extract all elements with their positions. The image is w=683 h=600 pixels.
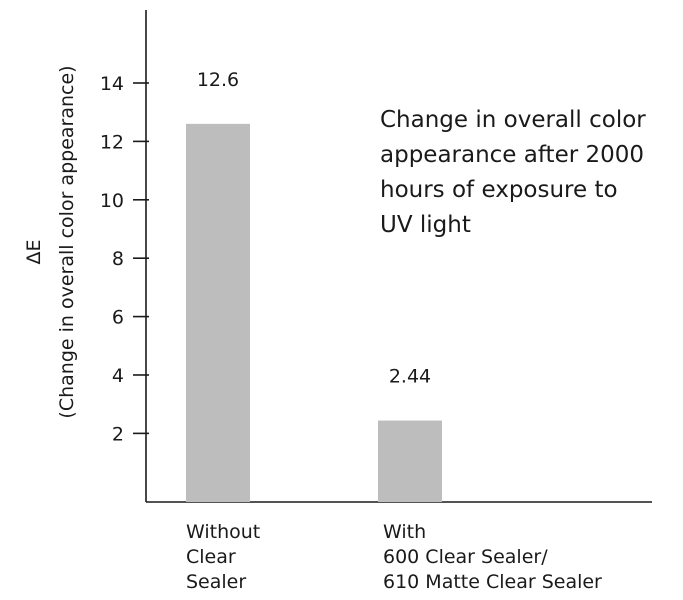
chart-title-line: appearance after 2000 bbox=[380, 142, 644, 168]
category-label-line: Without bbox=[186, 521, 260, 543]
y-tick-label: 6 bbox=[112, 307, 124, 329]
chart-title-line: UV light bbox=[380, 212, 471, 238]
category-label-line: 610 Matte Clear Sealer bbox=[383, 571, 602, 593]
chart-title-line: Change in overall color bbox=[380, 107, 646, 133]
y-tick-label: 12 bbox=[100, 131, 124, 153]
category-label-line: Sealer bbox=[186, 571, 246, 593]
y-tick-label: 10 bbox=[100, 190, 124, 212]
bar-value-label: 12.6 bbox=[197, 69, 239, 91]
y-ticks: 2 4 6 8 10 12 14 bbox=[100, 73, 149, 445]
y-axis-label-group: ΔE (Change in overall color appearance) bbox=[23, 65, 78, 418]
y-axis-label-symbol: ΔE bbox=[23, 239, 45, 264]
y-axis-label-text: (Change in overall color appearance) bbox=[56, 65, 78, 418]
category-labels: Without Clear Sealer With 600 Clear Sealer/6… bbox=[186, 521, 602, 593]
bar-value-label: 2.44 bbox=[389, 366, 431, 388]
bar bbox=[186, 123, 250, 503]
chart-title: Change in overall color appearance after … bbox=[380, 107, 646, 238]
y-tick-label: 2 bbox=[112, 423, 124, 445]
y-axis-label: ΔE (Change in overall color appearance) bbox=[23, 65, 78, 418]
y-tick-label: 14 bbox=[100, 73, 124, 95]
bar bbox=[378, 420, 442, 502]
category-label-line: With bbox=[383, 521, 426, 543]
y-tick-label: 4 bbox=[112, 365, 124, 387]
chart-title-line: hours of exposure to bbox=[380, 177, 618, 203]
category-label-line: 600 Clear Sealer/ bbox=[383, 546, 548, 568]
category-label-line: Clear bbox=[186, 546, 236, 568]
bars bbox=[186, 123, 442, 503]
data-labels: 12.6 2.44 bbox=[197, 69, 431, 388]
y-tick-label: 8 bbox=[112, 248, 124, 270]
